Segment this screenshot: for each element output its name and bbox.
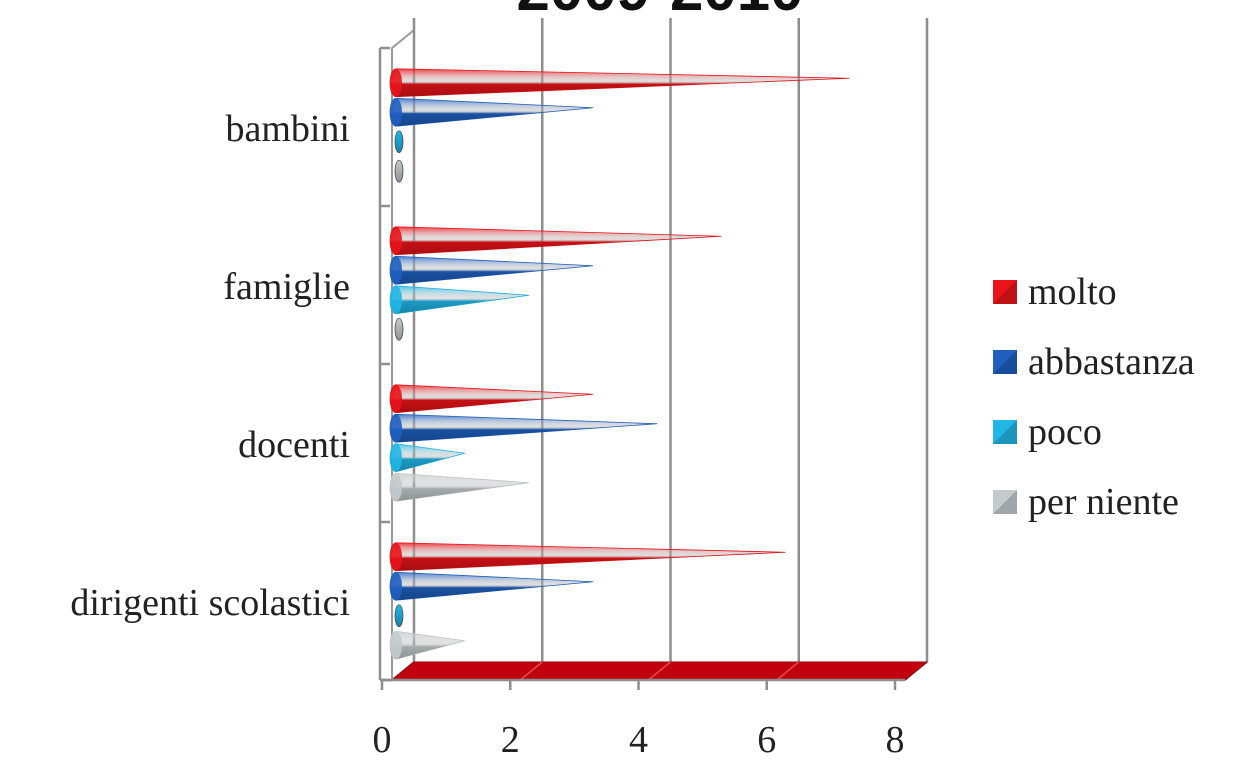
cone-abbastanza bbox=[389, 97, 594, 127]
x-tick-label: 2 bbox=[501, 719, 520, 761]
cone-poco bbox=[394, 130, 404, 154]
legend-swatch bbox=[993, 280, 1017, 304]
category-label: dirigenti scolastici bbox=[70, 582, 350, 624]
category-labels: dirigenti scolastici docenti famiglie bambi… bbox=[70, 108, 350, 624]
legend-swatch bbox=[993, 490, 1017, 514]
chart-floor bbox=[390, 661, 929, 681]
x-tick-labels: 0 2 4 6 8 bbox=[373, 719, 905, 761]
cone-abbastanza bbox=[389, 413, 658, 443]
cone-molto bbox=[389, 384, 594, 414]
cone-per-niente bbox=[394, 159, 404, 183]
cone-series bbox=[389, 68, 850, 660]
cone-molto bbox=[389, 68, 850, 98]
legend-item: molto bbox=[993, 271, 1117, 313]
x-tick-label: 6 bbox=[757, 719, 776, 761]
cone-poco bbox=[394, 604, 404, 628]
legend-label: poco bbox=[1028, 411, 1102, 453]
legend-swatch bbox=[993, 350, 1017, 374]
cone-molto bbox=[389, 226, 722, 256]
legend-swatch bbox=[993, 420, 1017, 444]
legend-label: molto bbox=[1028, 271, 1117, 313]
category-label: famiglie bbox=[223, 266, 350, 308]
cone-per-niente bbox=[394, 317, 404, 341]
category-label: bambini bbox=[225, 108, 350, 150]
legend-item: poco bbox=[993, 411, 1102, 453]
floor-divider bbox=[776, 661, 800, 681]
cone-poco bbox=[389, 285, 530, 315]
legend-label: per niente bbox=[1028, 481, 1179, 523]
legend: molto abbastanza poco per niente bbox=[993, 271, 1195, 523]
cone-per-niente bbox=[389, 472, 530, 502]
cone-abbastanza bbox=[389, 255, 594, 285]
category-label: docenti bbox=[238, 424, 350, 466]
floor-divider bbox=[519, 661, 543, 681]
legend-label: abbastanza bbox=[1028, 341, 1195, 383]
x-tick-label: 0 bbox=[373, 719, 392, 761]
x-tick-label: 4 bbox=[629, 719, 648, 761]
cone-poco bbox=[389, 443, 466, 473]
axes bbox=[378, 46, 905, 690]
legend-item: per niente bbox=[993, 481, 1179, 523]
cone-abbastanza bbox=[389, 571, 594, 601]
floor-divider bbox=[648, 661, 671, 681]
cone-per-niente bbox=[389, 630, 466, 660]
cone-molto bbox=[389, 542, 786, 572]
chart-title: 2009-2010 bbox=[517, 0, 804, 23]
x-tick-label: 8 bbox=[886, 719, 905, 761]
legend-item: abbastanza bbox=[993, 341, 1195, 383]
